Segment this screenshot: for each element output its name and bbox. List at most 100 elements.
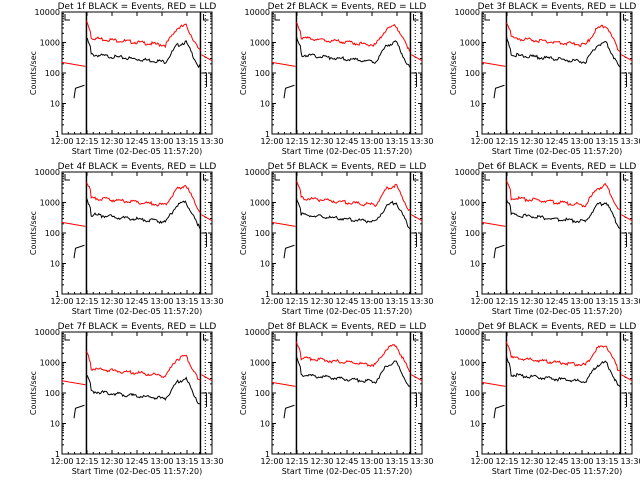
- y-tick-label: 10: [470, 420, 480, 429]
- x-axis-label: Start Time (02-Dec-05 11:57:20): [282, 307, 413, 316]
- series-lld-line: [411, 54, 423, 62]
- plot-frame: [481, 11, 633, 135]
- series-events-line: [295, 36, 411, 68]
- panel-title: Det 5f BLACK = Events, RED = LLD: [268, 162, 427, 172]
- series-events-line: [283, 244, 295, 259]
- panel-3: Det 3f BLACK = Events, RED = LLD 1 10 100 10…: [449, 2, 640, 156]
- x-tick-label: 13:00: [150, 137, 173, 146]
- panel-6: Det 6f BLACK = Events, RED = LLD 1 10 100 10…: [449, 162, 640, 316]
- y-tick-label: 10: [470, 260, 480, 269]
- x-tick-label: 13:15: [385, 137, 408, 146]
- series-lld-line: [621, 374, 633, 382]
- y-axis-label: Counts/sec: [29, 51, 38, 95]
- x-tick-label: 12:15: [285, 297, 308, 306]
- corner-mark: [64, 174, 70, 181]
- x-tick-label: 12:45: [335, 457, 358, 466]
- panel-8: Det 8f BLACK = Events, RED = LLD 1 10 100 10…: [239, 322, 434, 476]
- x-tick-label: 12:00: [260, 137, 283, 146]
- x-tick-label: 12:30: [100, 457, 123, 466]
- series-lld-line: [201, 54, 213, 62]
- series-lld-line: [86, 20, 201, 52]
- corner-mark: [622, 334, 629, 341]
- x-tick-label: 13:30: [410, 457, 433, 466]
- panel-9: Det 9f BLACK = Events, RED = LLD 1 10 100 10…: [449, 322, 640, 476]
- x-tick-label: 12:45: [335, 137, 358, 146]
- series-events-line: [621, 392, 627, 407]
- x-tick-label: 12:00: [470, 457, 493, 466]
- panel-1: Det 1f BLACK = Events, RED = LLD 1 10 100 10…: [29, 2, 224, 156]
- x-tick-label: 13:00: [360, 137, 383, 146]
- y-axis-label: Counts/sec: [449, 211, 458, 255]
- x-tick-label: 13:15: [385, 297, 408, 306]
- x-tick-label: 13:00: [150, 297, 173, 306]
- x-tick-label: 12:30: [520, 297, 543, 306]
- x-tick-label: 12:00: [50, 297, 73, 306]
- series-lld-line: [271, 381, 296, 387]
- series-lld-line: [621, 214, 633, 222]
- x-tick-label: 12:00: [470, 137, 493, 146]
- y-tick-label: 1000: [250, 199, 270, 208]
- y-tick-label: 100: [45, 389, 60, 398]
- corner-mark: [622, 174, 629, 181]
- y-tick-label: 1: [55, 130, 60, 139]
- x-tick-label: 13:30: [200, 297, 223, 306]
- y-tick-label: 100: [465, 389, 480, 398]
- y-tick-label: 10: [50, 420, 60, 429]
- y-axis-label: Counts/sec: [449, 51, 458, 95]
- corner-mark: [412, 174, 419, 181]
- y-tick-label: 100: [45, 229, 60, 238]
- series-events-line: [411, 232, 417, 247]
- series-events-line: [493, 84, 505, 99]
- x-tick-label: 12:00: [260, 297, 283, 306]
- y-tick-label: 1000: [460, 39, 480, 48]
- series-lld-line: [481, 61, 506, 67]
- y-tick-label: 1: [55, 450, 60, 459]
- series-events-line: [411, 392, 417, 407]
- series-lld-line: [481, 221, 506, 227]
- series-events-line: [86, 37, 201, 69]
- corner-mark: [274, 174, 280, 181]
- y-tick-label: 10000: [455, 8, 480, 17]
- x-axis-label: Start Time (02-Dec-05 11:57:20): [72, 147, 203, 156]
- x-tick-label: 13:30: [620, 297, 640, 306]
- corner-mark: [412, 334, 419, 341]
- y-tick-label: 1: [475, 290, 480, 299]
- y-tick-label: 1: [475, 450, 480, 459]
- series-lld-line: [411, 214, 423, 222]
- y-axis-label: Counts/sec: [29, 371, 38, 415]
- corner-mark: [484, 14, 490, 21]
- y-tick-label: 1: [55, 290, 60, 299]
- y-tick-label: 10: [470, 100, 480, 109]
- series-lld-line: [621, 54, 633, 62]
- x-tick-label: 13:15: [175, 137, 198, 146]
- series-events-line: [505, 36, 621, 68]
- x-tick-label: 12:00: [50, 137, 73, 146]
- panel-title: Det 4f BLACK = Events, RED = LLD: [58, 162, 217, 172]
- y-tick-label: 1: [265, 450, 270, 459]
- corner-mark: [202, 334, 209, 341]
- series-events-line: [283, 84, 295, 99]
- corner-mark: [484, 334, 490, 341]
- y-tick-label: 10: [260, 420, 270, 429]
- y-tick-label: 10000: [455, 168, 480, 177]
- series-lld-line: [86, 182, 201, 213]
- y-axis-label: Counts/sec: [239, 371, 248, 415]
- x-tick-label: 12:45: [125, 457, 148, 466]
- y-tick-label: 10000: [35, 328, 60, 337]
- series-events-line: [621, 232, 627, 247]
- series-events-line: [201, 392, 207, 407]
- x-tick-label: 12:45: [545, 137, 568, 146]
- x-axis-label: Start Time (02-Dec-05 11:57:20): [492, 147, 623, 156]
- x-tick-label: 13:30: [200, 137, 223, 146]
- x-axis-label: Start Time (02-Dec-05 11:57:20): [492, 467, 623, 476]
- y-tick-label: 1000: [40, 39, 60, 48]
- series-events-line: [505, 356, 621, 387]
- plot-frame: [61, 171, 213, 295]
- x-tick-label: 13:00: [570, 137, 593, 146]
- panel-7: Det 7f BLACK = Events, RED = LLD 1 10 100 10…: [29, 322, 224, 476]
- series-events-line: [73, 404, 85, 419]
- corner-mark: [412, 14, 419, 21]
- y-tick-label: 100: [45, 69, 60, 78]
- series-lld-line: [201, 214, 213, 222]
